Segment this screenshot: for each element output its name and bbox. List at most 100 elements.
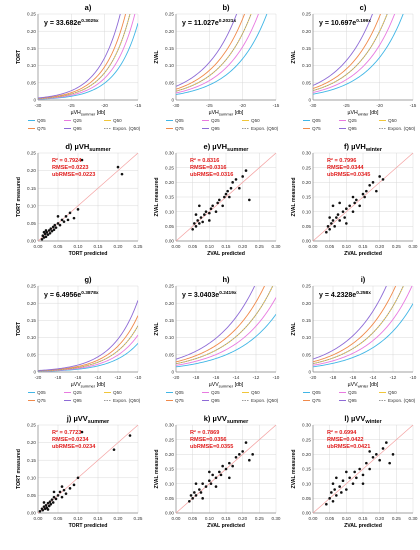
data-point — [335, 216, 338, 219]
y-axis-label: TORT — [16, 49, 22, 64]
y-tick-label: 0.15 — [302, 46, 311, 51]
equation-exponent: 0.199x — [356, 18, 371, 24]
legend-label: Q50 — [388, 118, 397, 123]
x-axis-label-sub: winter — [358, 112, 369, 117]
panel-label: f) µVHwinter — [344, 142, 383, 153]
panel-label: j) µVVsummer — [66, 414, 110, 425]
data-point — [224, 192, 228, 196]
data-point — [244, 169, 248, 172]
x-tick-label: 0.10 — [74, 244, 83, 249]
y-tick-label: 0.05 — [302, 352, 311, 357]
x-tick-label: -20 — [239, 103, 246, 108]
stat-ubrmse: ubRMSE=0.0345 — [327, 172, 370, 178]
data-point — [49, 502, 53, 506]
data-point — [226, 189, 229, 193]
y-tick-label: 0.25 — [27, 284, 36, 289]
data-point — [52, 495, 56, 499]
panel-label: e) µVHsummer — [204, 142, 250, 153]
x-tick-label: -16 — [75, 375, 82, 380]
y-tick-label: 0.05 — [302, 80, 311, 85]
curve-q25 — [38, 14, 136, 100]
x-tick-label: -30 — [35, 103, 42, 108]
legend-label: Q05 — [37, 118, 46, 123]
x-tick-label: 0.05 — [54, 244, 63, 249]
data-point — [341, 479, 345, 483]
legend-label: Q25 — [73, 390, 82, 395]
data-point — [42, 501, 46, 504]
data-point — [331, 499, 335, 503]
data-point — [231, 464, 234, 468]
x-axis-label-unit: [db] — [95, 110, 106, 116]
data-point — [375, 189, 378, 193]
data-point — [46, 501, 50, 505]
panel-label: d) µVHsummer — [65, 142, 111, 153]
data-point — [358, 204, 361, 208]
data-point — [238, 453, 241, 456]
x-tick-label: 0.00 — [172, 244, 181, 249]
x-tick-label: -12 — [253, 375, 260, 380]
x-axis-label-sub: summer — [219, 384, 234, 389]
y-tick-label: 0.15 — [27, 186, 36, 191]
panel-label: b) — [222, 3, 230, 12]
data-point — [76, 208, 80, 211]
x-tick-label: 0.25 — [392, 244, 401, 249]
y-axis-label: ZVAL — [154, 50, 160, 64]
panel-a: a) -30 -25 -20 -15 0 0.05 0.10 0.15 0.20 0.25 µVHsu… — [16, 3, 142, 131]
y-axis-label: ZVAL — [291, 50, 297, 64]
x-tick-label: -25 — [343, 103, 350, 108]
x-axis-label-unit: [db] — [233, 110, 244, 116]
y-tick-label: 0.10 — [27, 475, 36, 480]
y-tick-label: 0.00 — [27, 239, 36, 244]
y-axis-label: ZVAL measured — [291, 449, 297, 488]
x-axis-label: µVHsummer [db] — [71, 110, 106, 117]
x-tick-label: -20 — [376, 103, 383, 108]
data-point — [60, 495, 64, 499]
x-tick-label: 0.00 — [309, 244, 318, 249]
y-axis-label: TORT — [16, 321, 22, 336]
data-point — [47, 504, 51, 508]
panel-l: l) µVVwinter 0.00 0.05 0.10 0.15 0.20 0.25 0.30… — [291, 414, 418, 529]
data-point — [365, 189, 368, 193]
data-point — [194, 213, 198, 216]
data-point — [48, 500, 52, 504]
data-point — [209, 207, 213, 211]
legend-label: Q95 — [348, 398, 357, 403]
data-point — [221, 464, 224, 468]
data-point — [60, 485, 64, 488]
data-point — [381, 447, 385, 450]
data-point — [208, 479, 211, 483]
x-tick-label: 0.20 — [238, 244, 247, 249]
legend-label: Q75 — [37, 126, 46, 131]
data-point — [51, 501, 55, 504]
curve-q25 — [176, 14, 259, 94]
legend-label: Q25 — [348, 390, 357, 395]
legend-label: Q50 — [251, 118, 260, 123]
y-axis-label: ZVAL — [154, 322, 160, 336]
y-axis-label: ZVAL measured — [291, 177, 297, 216]
y-axis-label: ZVAL measured — [154, 449, 160, 488]
x-tick-label: -15 — [410, 103, 417, 108]
curve-q25 — [176, 297, 276, 366]
curve-q50 — [38, 14, 131, 100]
x-tick-label: 0.05 — [188, 244, 197, 249]
data-point — [201, 482, 204, 485]
y-tick-label: 0.20 — [27, 168, 36, 173]
y-tick-label: 0.25 — [27, 12, 36, 17]
y-tick-label: 0.30 — [302, 423, 311, 428]
data-point — [208, 211, 211, 215]
data-point — [385, 441, 388, 444]
panel-label-sub: winter — [365, 147, 383, 153]
x-tick-label: 0.15 — [359, 516, 368, 521]
data-point — [218, 198, 221, 202]
data-point — [49, 227, 53, 230]
y-tick-label: 0.10 — [27, 63, 36, 68]
data-point — [72, 216, 76, 220]
legend-label: Q95 — [211, 398, 220, 403]
data-point — [234, 178, 238, 181]
one-to-one-line — [312, 152, 414, 242]
legend-label: Expon. (Q50) — [251, 126, 279, 131]
x-tick-label: 0.30 — [272, 244, 281, 249]
legend-label: Q75 — [312, 126, 321, 131]
panel-f: f) µVHwinter 0.00 0.05 0.10 0.15 0.20 0.25 0.30… — [291, 142, 418, 257]
data-point — [54, 226, 58, 229]
